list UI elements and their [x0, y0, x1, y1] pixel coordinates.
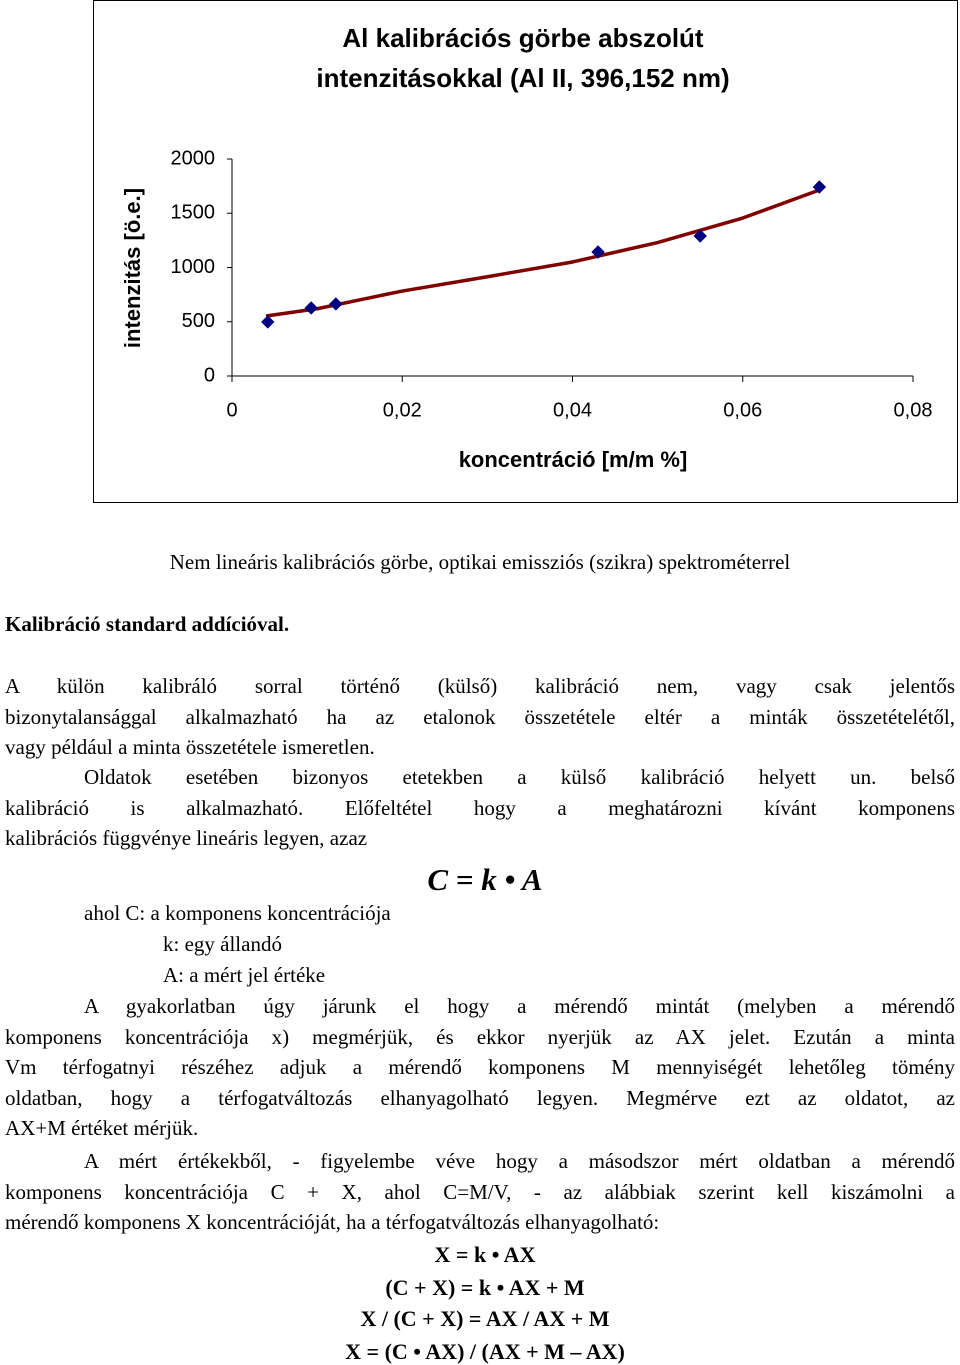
paragraph-line: kalibráció is alkalmazható. Előfeltétel … — [5, 795, 955, 820]
chart-title: Al kalibrációs görbe abszolút — [342, 23, 704, 53]
data-point — [329, 297, 343, 311]
data-point — [693, 229, 707, 243]
paragraph-line: Vm térfogatnyi részéhez adjuk a mérendő … — [5, 1055, 955, 1080]
definition: A: a mért jel értéke — [163, 963, 326, 987]
equation: X = k • AX — [434, 1242, 536, 1267]
chart: Al kalibrációs görbe abszolút intenzitáso… — [93, 0, 958, 503]
paragraph-line: komponens koncentrációja x) megmérjük, é… — [5, 1024, 955, 1049]
paragraph-line: kalibrációs függvénye lineáris legyen, a… — [5, 826, 368, 851]
paragraph-line: vagy például a minta összetétele ismeret… — [5, 735, 375, 760]
data-point — [812, 180, 827, 194]
x-tick-label: 0,04 — [553, 399, 592, 421]
equation: (C + X) = k • AX + M — [385, 1275, 585, 1300]
y-tick-label: 1000 — [171, 256, 216, 278]
y-tick-label: 1500 — [171, 202, 216, 224]
x-tick-label: 0,06 — [723, 399, 762, 421]
chart-frame — [93, 0, 958, 503]
paragraph-line: A külön kalibráló sorral történő (külső)… — [5, 674, 955, 698]
x-tick-label: 0,02 — [383, 399, 422, 421]
x-tick-label: 0 — [226, 399, 237, 421]
paragraph-line: mérendő komponens X koncentrációját, ha … — [5, 1210, 660, 1235]
y-tick-label: 0 — [204, 364, 215, 386]
paragraph-line: bizonytalansággal alkalmazható ha az eta… — [5, 704, 955, 729]
y-axis-label: intenzitás [ö.e.] — [120, 188, 145, 348]
equation: X = (C • AX) / (AX + M – AX) — [345, 1339, 625, 1364]
formula: C = k • A — [427, 862, 543, 897]
equation: X / (C + X) = AX / AX + M — [360, 1306, 610, 1331]
x-axis-label: koncentráció [m/m %] — [459, 447, 688, 472]
paragraph-line: A gyakorlatban úgy járunk el hogy a mére… — [84, 994, 955, 1018]
paragraph-line: A mért értékekből, - figyelembe véve hog… — [84, 1149, 955, 1173]
data-point — [304, 301, 318, 315]
data-point — [591, 245, 605, 259]
chart-title: intenzitásokkal (Al II, 396,152 nm) — [316, 63, 729, 93]
section-heading: Kalibráció standard addícióval. — [5, 612, 290, 636]
data-point — [261, 315, 275, 329]
paragraph-line: oldatban, hogy a térfogatváltozás elhany… — [5, 1085, 955, 1110]
definition: ahol C: a komponens koncentrációja — [84, 901, 391, 925]
figure-caption: Nem lineáris kalibrációs görbe, optikai … — [169, 550, 791, 574]
paragraph-line: Oldatok esetében bizonyos etetekben a kü… — [84, 765, 955, 789]
x-tick-label: 0,08 — [894, 399, 933, 421]
paragraph-line: komponens koncentrációja C + X, ahol C=M… — [5, 1179, 955, 1204]
y-tick-label: 2000 — [171, 147, 216, 169]
paragraph-line: AX+M értéket mérjük. — [5, 1116, 199, 1141]
y-tick-label: 500 — [182, 310, 215, 332]
definition: k: egy állandó — [163, 932, 282, 956]
